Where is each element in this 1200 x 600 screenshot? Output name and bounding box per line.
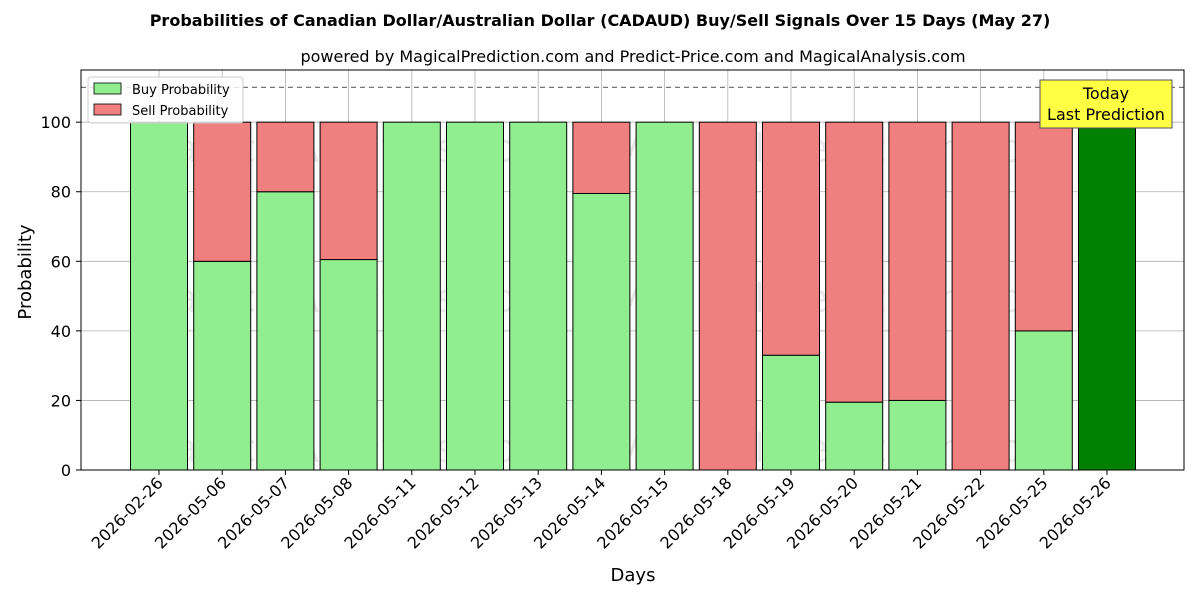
bar-sell [762, 121, 820, 356]
bar-buy [256, 191, 315, 471]
legend-swatch-sell [93, 103, 122, 116]
bar-buy [1014, 330, 1073, 471]
bars-layer [130, 121, 1136, 471]
bar-buy [382, 121, 441, 471]
bar-buy [446, 121, 504, 471]
y-tick-label: 100 [40, 113, 71, 132]
bar-buy [888, 399, 947, 471]
y-tick-label: 60 [51, 252, 71, 271]
legend: Buy Probability Sell Probability [87, 76, 244, 124]
x-axis-ticks: 2026-02-262026-05-062026-05-072026-05-08… [88, 470, 1115, 553]
y-tick-label: 80 [51, 183, 71, 202]
bar-sell [256, 121, 315, 193]
bar-sell [951, 121, 1010, 471]
chart-subtitle: powered by MagicalPrediction.com and Pre… [300, 47, 965, 66]
bar-sell [888, 121, 947, 401]
bar-buy [635, 121, 694, 471]
bar-sell [193, 121, 252, 262]
bar-sell [825, 121, 884, 403]
bar-sell [1014, 121, 1073, 332]
annotation-line-1: Today [1082, 84, 1129, 103]
legend-label-sell: Sell Probability [132, 104, 229, 119]
chart-title: Probabilities of Canadian Dollar/Austral… [150, 11, 1051, 30]
bar-buy [572, 192, 631, 471]
x-axis-label: Days [611, 565, 656, 586]
plot-frame [80, 69, 1185, 471]
y-axis-ticks: 0 20 40 60 80 100 [40, 113, 81, 480]
bar-sell [572, 121, 631, 194]
bar-buy [509, 121, 568, 471]
bar-buy [1078, 121, 1136, 471]
y-tick-label: 20 [51, 391, 71, 410]
bar-buy [319, 259, 378, 471]
legend-swatch-buy [93, 82, 122, 95]
y-axis-label: Probability [15, 224, 36, 319]
y-tick-label: 40 [51, 322, 71, 341]
today-annotation: Today Last Prediction [1039, 79, 1173, 129]
legend-label-buy: Buy Probability [132, 83, 230, 98]
bar-buy [130, 121, 188, 471]
legend-frame [87, 76, 244, 124]
bar-buy [825, 401, 884, 471]
annotation-line-2: Last Prediction [1047, 105, 1165, 124]
bar-buy [193, 260, 252, 471]
bar-buy [762, 354, 820, 471]
bar-sell [698, 121, 757, 471]
annotation-box [1039, 79, 1173, 129]
bar-sell [319, 121, 378, 261]
y-tick-label: 0 [61, 461, 71, 480]
